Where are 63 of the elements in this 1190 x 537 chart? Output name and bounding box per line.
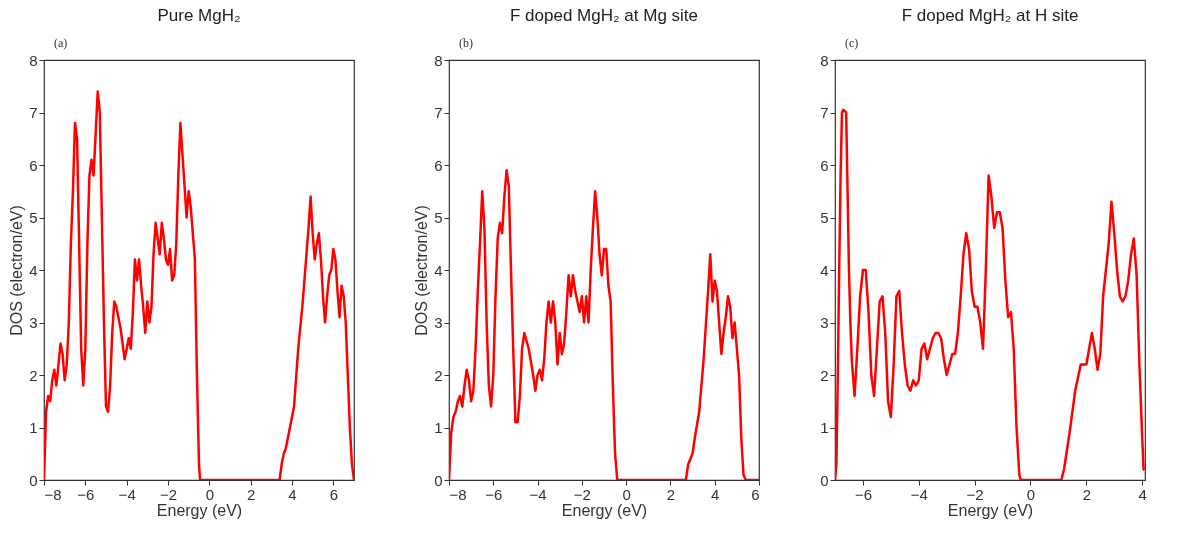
y-tick-label: 1: [29, 419, 38, 436]
y-tick-label: 6: [434, 156, 443, 174]
y-tick-label: 3: [29, 314, 38, 331]
y-tick-label: 8: [29, 51, 38, 69]
y-tick-label: 8: [820, 51, 829, 69]
chart-title: F doped MgH₂ at H site: [901, 6, 1079, 25]
x-tick-label: −4: [529, 485, 547, 503]
y-axis-title: DOS (electron/eV): [8, 205, 26, 336]
x-tick-label: −2: [966, 485, 984, 503]
x-tick-label: −6: [854, 485, 872, 503]
y-tick-label: 2: [29, 366, 38, 384]
y-tick-label: 7: [29, 104, 38, 121]
y-tick-label: 1: [820, 419, 829, 436]
y-tick-label: 0: [820, 471, 829, 489]
chart-title: Pure MgH₂: [157, 6, 241, 25]
x-tick-label: 0: [205, 485, 215, 503]
y-tick-label: 5: [29, 209, 38, 226]
x-tick-label: 6: [751, 485, 760, 503]
x-tick-label: −6: [77, 485, 95, 503]
y-tick-label: 5: [434, 209, 443, 226]
x-tick-label: −6: [485, 485, 503, 503]
x-tick-label: 4: [1138, 485, 1147, 503]
y-tick-label: 3: [434, 314, 443, 331]
text: (c): [845, 36, 859, 50]
y-tick-label: 7: [820, 104, 829, 121]
chart-title: F doped MgH₂ at Mg site: [509, 6, 699, 25]
y-axis-title: DOS (electron/eV): [413, 205, 431, 336]
x-tick-label: 6: [329, 485, 339, 503]
x-tick-label: −8: [449, 485, 467, 503]
line-series: [835, 108, 1145, 480]
x-axis-title: Energy (eV): [156, 501, 243, 519]
y-tick-label: 6: [820, 156, 829, 174]
y-tick-label: 1: [434, 419, 443, 436]
line-series: [449, 169, 759, 480]
x-axis-title: Energy (eV): [947, 501, 1034, 519]
y-tick-label: 7: [434, 104, 443, 121]
x-tick-label: 0: [1026, 485, 1036, 503]
y-tick-label: 4: [820, 261, 829, 279]
x-tick-label: 2: [666, 485, 676, 503]
text: (a): [54, 36, 68, 50]
x-tick-label: 2: [1082, 485, 1092, 503]
x-tick-label: −4: [910, 485, 928, 503]
y-tick-label: 6: [29, 156, 38, 174]
y-tick-label: 2: [434, 366, 443, 384]
y-tick-label: 3: [820, 314, 829, 331]
x-tick-label: −8: [44, 485, 62, 503]
x-tick-label: 2: [246, 485, 256, 503]
y-tick-label: 0: [434, 471, 443, 489]
x-tick-label: 4: [288, 485, 297, 503]
y-tick-label: 0: [29, 471, 38, 489]
y-tick-label: 2: [820, 366, 829, 384]
x-tick-label: 0: [622, 485, 631, 503]
y-tick-label: 8: [434, 51, 443, 69]
x-axis-title: Energy (eV): [561, 501, 648, 519]
y-tick-label: 4: [29, 261, 38, 279]
x-tick-label: 4: [711, 485, 720, 503]
line-series: [44, 90, 354, 480]
x-tick-label: −4: [118, 485, 136, 503]
y-tick-label: 5: [820, 209, 829, 226]
text: (b): [459, 36, 473, 50]
x-tick-label: −2: [573, 485, 591, 503]
y-tick-label: 4: [434, 261, 443, 279]
x-tick-label: −2: [159, 485, 178, 503]
